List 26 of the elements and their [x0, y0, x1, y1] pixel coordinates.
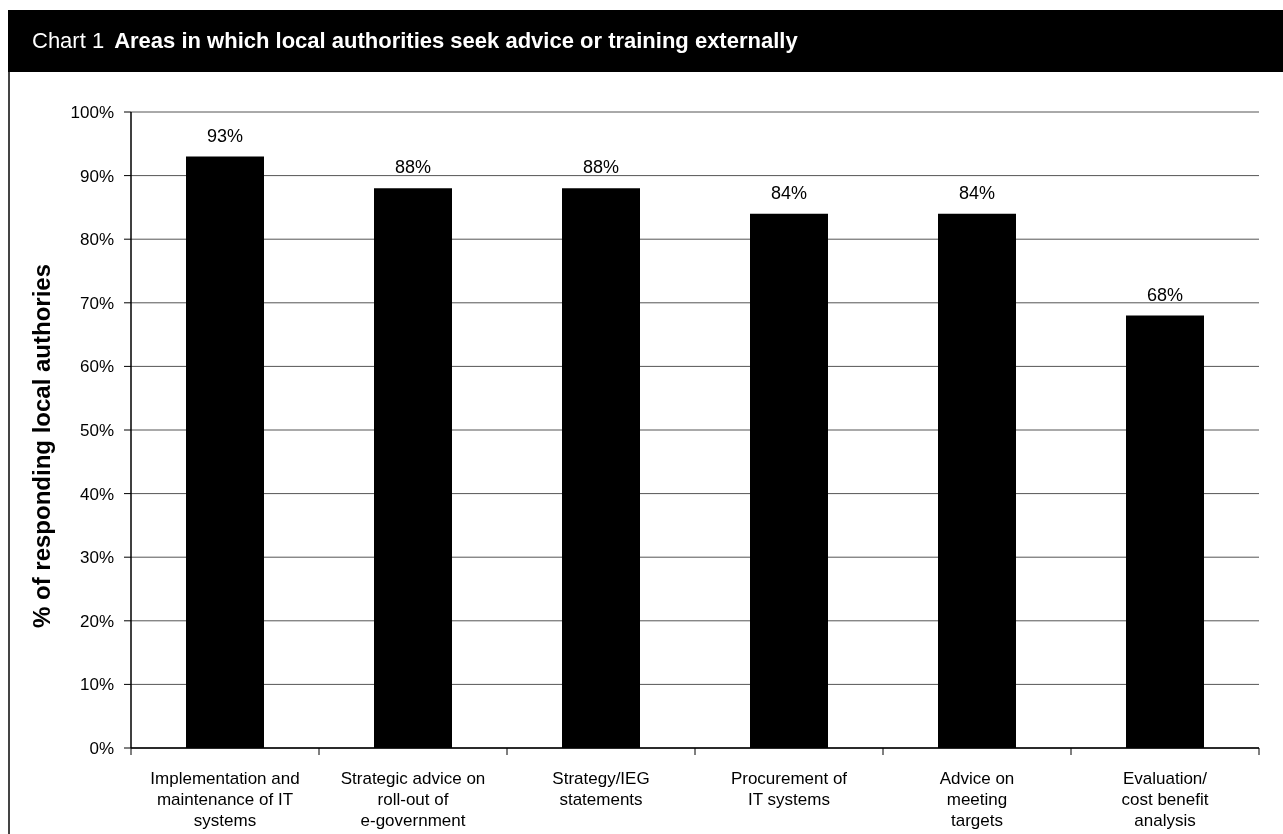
y-axis-title: % of responding local authories [28, 263, 55, 629]
data-label: 84% [770, 182, 808, 203]
y-tick-label: 90% [79, 166, 114, 186]
x-tick-label: Procurement of IT systems [730, 769, 848, 809]
y-tick-label: 40% [79, 484, 114, 504]
y-tick-label: 70% [79, 293, 114, 313]
y-tick-label: 100% [70, 103, 114, 123]
chart-title: Areas in which local authorities seek advice or training externally [114, 28, 798, 53]
y-tick-label: 20% [79, 611, 114, 631]
x-tick-label: Advice on meeting targets [939, 769, 1015, 830]
x-tick-label: Evaluation/ cost benefit analysis [1121, 769, 1209, 830]
data-label: 68% [1146, 284, 1184, 305]
x-tick-label: Strategy/IEG statements [552, 769, 650, 809]
x-tick-label: Implementation and maintenance of IT systems [150, 769, 300, 830]
y-tick-label: 80% [79, 230, 114, 250]
data-label: 88% [394, 157, 432, 178]
data-label: 84% [958, 182, 996, 203]
data-label: 88% [582, 157, 620, 178]
y-tick-label: 60% [79, 357, 114, 377]
y-tick-label: 0% [89, 739, 114, 759]
y-tick-label: 50% [79, 421, 114, 441]
y-tick-label: 30% [79, 548, 114, 568]
caption: Chart 1 [32, 28, 105, 53]
y-tick-label: 10% [79, 675, 114, 695]
data-label: 93% [206, 125, 244, 146]
x-tick-label: Strategic advice on roll-out of e-government [340, 769, 486, 830]
